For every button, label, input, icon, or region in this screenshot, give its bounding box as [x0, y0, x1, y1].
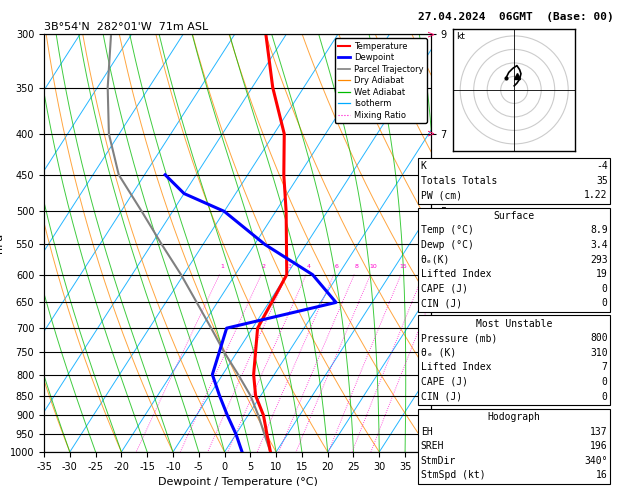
Text: >: > [427, 323, 435, 333]
Text: 310: 310 [590, 348, 608, 358]
Text: Hodograph: Hodograph [487, 412, 541, 422]
Text: Temp (°C): Temp (°C) [421, 226, 474, 235]
Text: 8: 8 [355, 264, 359, 269]
Text: >: > [427, 129, 435, 139]
Text: θₑ (K): θₑ (K) [421, 348, 456, 358]
Text: 15: 15 [399, 264, 407, 269]
Text: 1: 1 [220, 264, 224, 269]
Text: 1.22: 1.22 [584, 191, 608, 200]
Text: EH: EH [421, 427, 433, 436]
Text: 3: 3 [287, 264, 292, 269]
Text: Pressure (mb): Pressure (mb) [421, 333, 497, 343]
Text: >: > [427, 369, 435, 380]
Text: StmSpd (kt): StmSpd (kt) [421, 470, 486, 480]
Text: >: > [427, 391, 435, 400]
Text: 35: 35 [596, 176, 608, 186]
Text: SREH: SREH [421, 441, 444, 451]
Text: 0: 0 [602, 284, 608, 294]
Text: 0: 0 [602, 392, 608, 401]
Text: >: > [427, 297, 435, 308]
Text: StmDir: StmDir [421, 456, 456, 466]
Text: 20: 20 [421, 264, 430, 269]
Y-axis label: km
ASL: km ASL [463, 232, 481, 254]
Text: © weatheronline.co.uk: © weatheronline.co.uk [418, 471, 531, 480]
Text: 137: 137 [590, 427, 608, 436]
Text: 2: 2 [262, 264, 266, 269]
Text: 7: 7 [602, 363, 608, 372]
Text: 6: 6 [335, 264, 338, 269]
Text: Totals Totals: Totals Totals [421, 176, 497, 186]
Text: θₑ(K): θₑ(K) [421, 255, 450, 264]
Text: Most Unstable: Most Unstable [476, 319, 552, 329]
Text: K: K [421, 161, 426, 171]
Text: 3B°54'N  282°01'W  71m ASL: 3B°54'N 282°01'W 71m ASL [44, 22, 208, 32]
Text: Dewp (°C): Dewp (°C) [421, 240, 474, 250]
Text: 0: 0 [602, 298, 608, 308]
Text: >: > [427, 207, 435, 216]
Text: kt: kt [456, 32, 465, 41]
Text: Lifted Index: Lifted Index [421, 269, 491, 279]
Text: 4: 4 [307, 264, 311, 269]
Text: CAPE (J): CAPE (J) [421, 377, 468, 387]
Text: 3.4: 3.4 [590, 240, 608, 250]
Text: CIN (J): CIN (J) [421, 392, 462, 401]
Text: 293: 293 [590, 255, 608, 264]
Text: >: > [427, 447, 435, 457]
Text: 340°: 340° [584, 456, 608, 466]
Text: >: > [427, 429, 435, 439]
Text: 19: 19 [596, 269, 608, 279]
Text: CAPE (J): CAPE (J) [421, 284, 468, 294]
Text: 0: 0 [602, 377, 608, 387]
Text: 800: 800 [590, 333, 608, 343]
Text: 27.04.2024  06GMT  (Base: 00): 27.04.2024 06GMT (Base: 00) [418, 12, 614, 22]
Text: Surface: Surface [494, 211, 535, 221]
Text: PW (cm): PW (cm) [421, 191, 462, 200]
Text: 16: 16 [596, 470, 608, 480]
Text: 10: 10 [369, 264, 377, 269]
Text: 8.9: 8.9 [590, 226, 608, 235]
Text: CIN (J): CIN (J) [421, 298, 462, 308]
Y-axis label: hPa: hPa [0, 233, 4, 253]
Text: LCL: LCL [435, 426, 451, 435]
Text: >: > [427, 240, 435, 249]
Text: 196: 196 [590, 441, 608, 451]
Text: Lifted Index: Lifted Index [421, 363, 491, 372]
Text: -4: -4 [596, 161, 608, 171]
Text: >: > [427, 29, 435, 39]
Legend: Temperature, Dewpoint, Parcel Trajectory, Dry Adiabat, Wet Adiabat, Isotherm, Mi: Temperature, Dewpoint, Parcel Trajectory… [335, 38, 426, 123]
X-axis label: Dewpoint / Temperature (°C): Dewpoint / Temperature (°C) [157, 477, 318, 486]
